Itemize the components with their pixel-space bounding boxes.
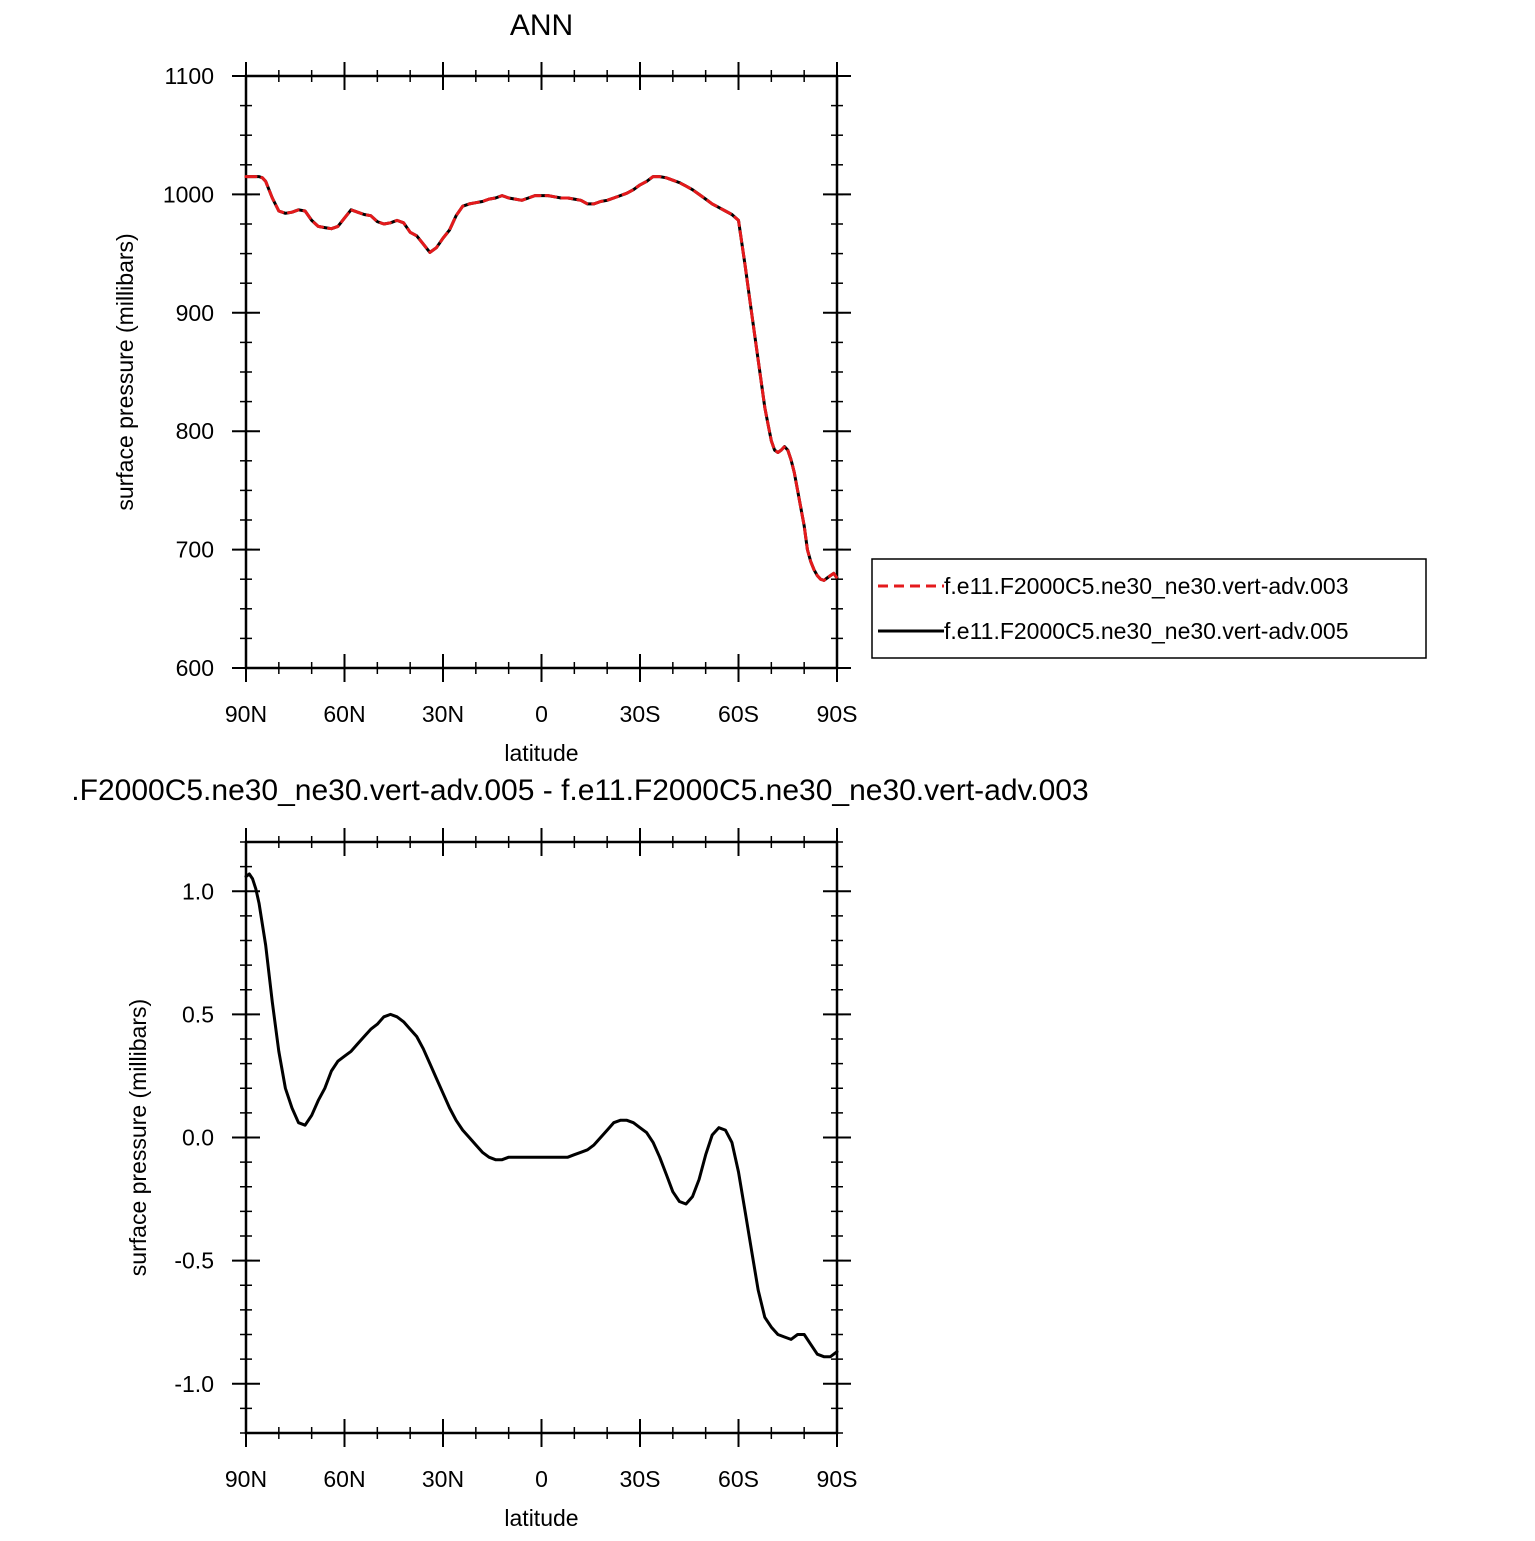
y-tick-label: 0.0: [182, 1125, 214, 1151]
top-chart-legend: f.e11.F2000C5.ne30_ne30.vert-adv.003 f.e1…: [871, 558, 1427, 659]
series-line-solid: [244, 872, 839, 1359]
y-tick-label: -0.5: [174, 1248, 214, 1274]
x-tick-label: 60S: [718, 1466, 759, 1492]
y-tick-label: 600: [176, 655, 214, 681]
x-tick-label: 90N: [225, 701, 267, 727]
legend-box: [871, 558, 1427, 659]
bottom-chart-axes: -1.0 -0.5 0.0 0.5 1.0 90N 60N 30N 0 30S 60S 90S: [174, 828, 857, 1492]
top-chart-xlabel: latitude: [504, 740, 578, 766]
y-tick-label: 1.0: [182, 878, 214, 904]
top-chart-series: [244, 175, 839, 582]
plot-frame: [244, 840, 839, 1435]
x-tick-label: 30N: [422, 1466, 464, 1492]
x-tick-label: 30S: [620, 701, 661, 727]
x-tick-label: 0: [535, 1466, 548, 1492]
x-tick-label: 0: [535, 701, 548, 727]
y-tick-label: 900: [176, 300, 214, 326]
y-tick-label: 1000: [163, 181, 214, 207]
x-tick-label: 90S: [817, 701, 858, 727]
bottom-chart-ylabel: surface pressure (millibars): [125, 999, 151, 1276]
y-tick-label: 800: [176, 418, 214, 444]
top-chart-axes: 600 700 800 900 1000 1100 90N 60N 30N 0 30S 60S 90S: [163, 62, 858, 727]
bottom-chart-series: [244, 872, 839, 1359]
top-chart: ANN latitude surface pressure (millibars…: [112, 9, 1427, 766]
top-chart-title: ANN: [510, 9, 573, 42]
series-line-dashed: [244, 175, 839, 582]
bottom-chart: .F2000C5.ne30_ne30.vert-adv.005 - f.e11.…: [71, 774, 1088, 1531]
y-tick-label: -1.0: [174, 1371, 214, 1397]
plot-frame: [244, 74, 839, 670]
x-tick-label: 60N: [323, 1466, 365, 1492]
x-tick-label: 30S: [620, 1466, 661, 1492]
x-tick-label: 60S: [718, 701, 759, 727]
x-tick-label: 30N: [422, 701, 464, 727]
legend-entry: f.e11.F2000C5.ne30_ne30.vert-adv.005: [944, 618, 1349, 644]
bottom-chart-title: .F2000C5.ne30_ne30.vert-adv.005 - f.e11.…: [71, 774, 1088, 807]
y-tick-label: 700: [176, 537, 214, 563]
y-tick-label: 1100: [165, 63, 214, 89]
series-line-solid: [244, 175, 839, 582]
bottom-chart-xlabel: latitude: [504, 1505, 578, 1531]
x-tick-label: 90S: [817, 1466, 858, 1492]
top-chart-ylabel: surface pressure (millibars): [112, 233, 138, 510]
y-tick-label: 0.5: [182, 1001, 214, 1027]
x-tick-label: 90N: [225, 1466, 267, 1492]
x-tick-label: 60N: [323, 701, 365, 727]
legend-entry: f.e11.F2000C5.ne30_ne30.vert-adv.003: [944, 573, 1349, 599]
